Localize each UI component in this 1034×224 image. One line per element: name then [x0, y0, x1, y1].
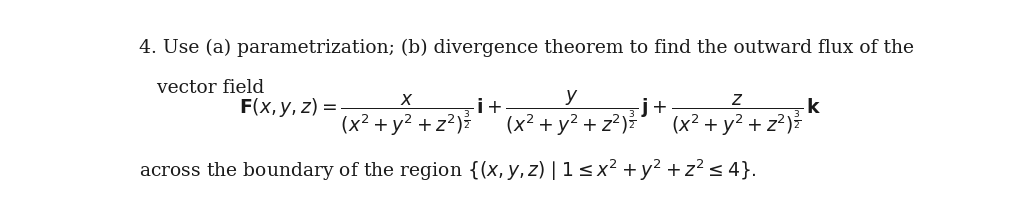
Text: vector field: vector field: [139, 79, 264, 97]
Text: across the boundary of the region $\{(x, y, z) \mid 1 \leq x^2 + y^2 + z^2 \leq : across the boundary of the region $\{(x,…: [139, 157, 757, 183]
Text: $\mathbf{F}(x, y, z) = \dfrac{x}{(x^2 + y^2 + z^2)^{\frac{3}{2}}}\,\mathbf{i} + : $\mathbf{F}(x, y, z) = \dfrac{x}{(x^2 + …: [239, 88, 821, 138]
Text: 4. Use (a) parametrization; (b) divergence theorem to find the outward flux of t: 4. Use (a) parametrization; (b) divergen…: [139, 39, 914, 57]
